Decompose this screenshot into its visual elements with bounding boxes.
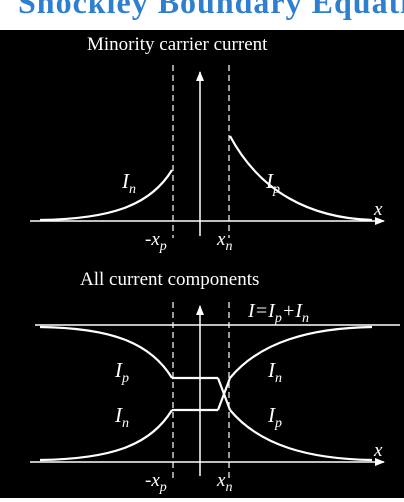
top-panel-title: Minority carrier current — [87, 34, 268, 55]
label-In-left: In — [114, 403, 129, 431]
top-panel: Minority carrier current In Ip x -xp — [30, 34, 385, 254]
depletion-cross-up — [216, 377, 232, 411]
diagram-figure: Minority carrier current In Ip x -xp — [0, 30, 404, 498]
bottom-axis-label-x: x — [373, 440, 383, 461]
curve-In-top — [39, 169, 173, 222]
label-Ip-left: Ip — [114, 358, 129, 386]
diagram-svg: Minority carrier current In Ip x -xp — [30, 34, 400, 495]
bottom-panel: All current components I=Ip+In — [30, 269, 400, 495]
label-In-top: In — [121, 169, 136, 197]
top-tick-xn: xn — [216, 229, 232, 254]
bottom-tick-xn: xn — [216, 470, 232, 495]
top-banner: Shockley Boundary Equations — [0, 0, 404, 30]
label-In-right: In — [267, 358, 282, 386]
banner-title: Shockley Boundary Equations — [18, 0, 404, 20]
top-axis-label-x: x — [373, 199, 383, 220]
curve-Ip-top — [229, 135, 373, 222]
curve-In-right — [229, 325, 373, 379]
bottom-tick-neg-xp: -xp — [145, 470, 167, 495]
total-current-label: I=Ip+In — [247, 300, 309, 326]
curve-In-left — [39, 409, 173, 462]
curve-Ip-right — [229, 409, 373, 462]
bottom-panel-title: All current components — [80, 269, 259, 290]
curve-Ip-left — [39, 325, 173, 379]
label-Ip-top: Ip — [265, 169, 280, 197]
top-tick-neg-xp: -xp — [145, 229, 167, 254]
label-Ip-right: Ip — [267, 403, 282, 431]
